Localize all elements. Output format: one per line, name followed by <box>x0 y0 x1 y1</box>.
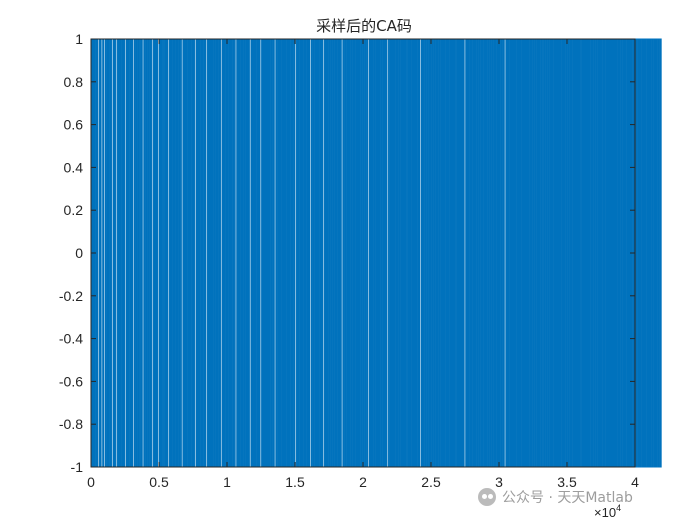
y-tick-label: 0 <box>75 245 83 261</box>
x-tick-label: 1.5 <box>285 474 305 490</box>
y-tick-label: -1 <box>71 459 84 475</box>
x-axis: 0 0.5 1 1.5 2 2.5 3 3.5 4 <box>87 39 639 490</box>
x-axis-exponent-base: ×10 <box>594 505 616 520</box>
y-axis: -1 -0.8 -0.6 -0.4 -0.2 0 0.2 0.4 0.6 0.8 1 <box>59 31 635 475</box>
x-tick-label: 4 <box>631 474 639 490</box>
y-tick-label: -0.4 <box>59 331 83 347</box>
watermark-text: 公众号 · 天天Matlab <box>502 490 633 506</box>
x-tick-label: 3 <box>495 474 503 490</box>
x-axis-exponent: ×104 <box>594 503 621 520</box>
y-tick-label: 0.8 <box>64 74 84 90</box>
x-tick-label: 3.5 <box>557 474 577 490</box>
y-tick-label: -0.6 <box>59 373 83 389</box>
ca-code-series-line <box>91 38 662 468</box>
axes-box <box>90 38 636 468</box>
x-tick-label: 0 <box>87 474 95 490</box>
x-tick-label: 1 <box>223 474 231 490</box>
chart-title: 采样后的CA码 <box>316 17 412 35</box>
wechat-icon <box>478 488 496 506</box>
x-tick-label: 2 <box>359 474 367 490</box>
y-tick-label: 0.2 <box>64 202 84 218</box>
plot-area <box>91 38 662 468</box>
x-tick-label: 0.5 <box>149 474 169 490</box>
y-tick-label: -0.2 <box>59 288 83 304</box>
x-axis-exponent-power: 4 <box>616 503 621 513</box>
y-tick-label: 0.6 <box>64 117 84 133</box>
y-tick-label: -0.8 <box>59 416 83 432</box>
watermark: 公众号 · 天天Matlab <box>478 487 633 507</box>
y-tick-label: 0.4 <box>64 159 84 175</box>
x-tick-label: 2.5 <box>421 474 441 490</box>
y-tick-label: 1 <box>75 31 83 47</box>
